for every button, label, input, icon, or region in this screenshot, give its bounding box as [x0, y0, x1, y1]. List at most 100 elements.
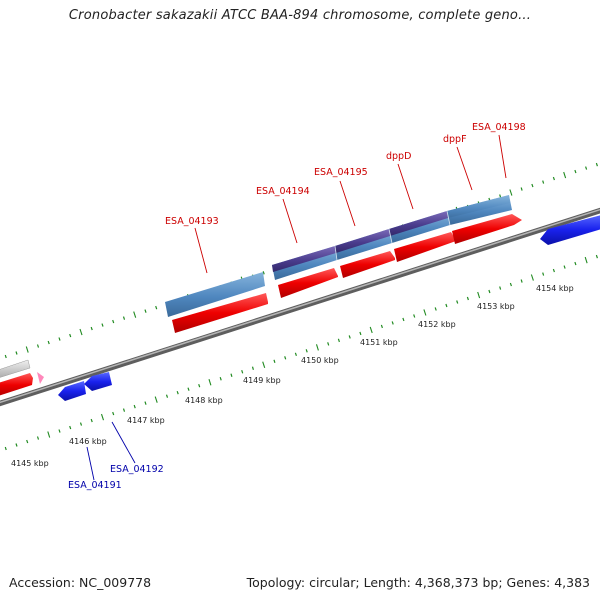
- minor-tick: [413, 314, 416, 318]
- major-tick: [369, 326, 373, 334]
- lower-dotted-track: [4, 254, 598, 451]
- cds-esa-04194[interactable]: [278, 268, 338, 298]
- gene-labels-forward: ESA_04193 ESA_04194 ESA_04195 dppD dppF …: [165, 122, 526, 227]
- minor-tick: [219, 377, 222, 381]
- minor-tick: [144, 309, 147, 313]
- minor-tick: [542, 272, 545, 276]
- label-esa-04192: ESA_04192: [110, 464, 164, 475]
- minor-tick: [4, 354, 7, 359]
- scale-label: 4153 kbp: [477, 302, 515, 311]
- major-tick: [47, 431, 51, 438]
- minor-tick: [466, 296, 469, 301]
- minor-tick: [327, 342, 330, 346]
- minor-tick: [595, 162, 598, 167]
- minor-tick: [305, 349, 308, 353]
- cds-forward-track: [172, 214, 522, 333]
- minor-tick: [531, 183, 534, 188]
- cds-dppf[interactable]: [452, 214, 522, 244]
- cds-reverse-track: [58, 214, 600, 401]
- label-esa-04194: ESA_04194: [256, 186, 310, 197]
- minor-tick: [112, 411, 115, 416]
- major-tick: [208, 379, 212, 386]
- minor-tick: [58, 429, 61, 433]
- minor-tick: [122, 408, 126, 412]
- minor-tick: [79, 422, 83, 426]
- label-esa-04193: ESA_04193: [165, 216, 219, 227]
- minor-tick: [241, 370, 244, 374]
- minor-tick: [563, 265, 566, 269]
- major-tick: [154, 396, 158, 403]
- minor-tick: [542, 180, 545, 184]
- cds-esa-04192[interactable]: [84, 372, 112, 391]
- minor-tick: [520, 187, 523, 191]
- major-tick: [315, 344, 319, 351]
- major-tick: [477, 291, 481, 299]
- scale-label: 4154 kbp: [536, 284, 574, 293]
- major-tick: [133, 311, 137, 318]
- minor-tick: [198, 384, 201, 388]
- minor-tick: [251, 366, 254, 370]
- cds-esa-04195[interactable]: [340, 251, 395, 278]
- minor-tick: [4, 446, 7, 451]
- scale-label: 4149 kbp: [243, 376, 281, 385]
- minor-tick: [585, 166, 588, 170]
- major-tick: [423, 309, 427, 316]
- minor-tick: [176, 391, 179, 395]
- scale-label: 4147 kbp: [127, 416, 165, 425]
- pink-marker: [37, 372, 44, 384]
- minor-tick: [15, 351, 18, 355]
- minor-tick: [380, 324, 383, 329]
- minor-tick: [434, 307, 437, 311]
- minor-tick: [262, 271, 265, 275]
- minor-tick: [69, 425, 72, 430]
- scale-label: 4146 kbp: [69, 437, 107, 446]
- minor-tick: [294, 352, 297, 356]
- scale-label: 4148 kbp: [185, 396, 223, 405]
- cds-dppd[interactable]: [394, 232, 456, 262]
- minor-tick: [359, 331, 362, 336]
- accession-text: Accession: NC_009778: [9, 575, 152, 590]
- gene-esa-04193[interactable]: [165, 272, 265, 317]
- topology-summary: Topology: circular; Length: 4,368,373 bp…: [246, 575, 590, 590]
- minor-tick: [348, 335, 351, 339]
- callout-lines: [86, 134, 507, 481]
- scale-labels: 4145 kbp 4146 kbp 4147 kbp 4148 kbp 4149…: [11, 284, 574, 468]
- scale-label: 4150 kbp: [301, 356, 339, 365]
- minor-tick: [90, 418, 93, 423]
- chromosome-backbone: [0, 207, 600, 407]
- minor-tick: [112, 319, 115, 324]
- map-title: Cronobacter sakazakii ATCC BAA-894 chrom…: [68, 8, 532, 23]
- major-tick: [509, 189, 513, 196]
- cds-esa-04193[interactable]: [172, 293, 268, 333]
- minor-tick: [595, 254, 598, 259]
- partial-gray-feature[interactable]: [0, 359, 31, 379]
- minor-tick: [58, 337, 61, 341]
- minor-tick: [47, 340, 50, 345]
- scale-label: 4145 kbp: [11, 459, 49, 468]
- minor-tick: [15, 443, 18, 447]
- major-tick: [25, 346, 29, 353]
- label-esa-04191: ESA_04191: [68, 480, 122, 491]
- partial-red-feature[interactable]: [0, 373, 33, 397]
- minor-tick: [165, 394, 169, 398]
- minor-tick: [36, 436, 40, 440]
- major-tick: [79, 328, 83, 336]
- cds-partial-right[interactable]: [540, 214, 600, 245]
- minor-tick: [155, 305, 158, 310]
- minor-tick: [499, 194, 502, 198]
- scale-label: 4151 kbp: [360, 338, 398, 347]
- major-tick: [100, 413, 105, 421]
- minor-tick: [552, 176, 555, 181]
- cds-esa-04191[interactable]: [58, 381, 86, 401]
- minor-tick: [230, 373, 233, 377]
- minor-tick: [187, 387, 190, 391]
- minor-tick: [144, 401, 147, 405]
- minor-tick: [273, 359, 276, 363]
- minor-tick: [101, 323, 104, 327]
- label-dppf: dppF: [443, 134, 467, 145]
- minor-tick: [337, 338, 340, 343]
- minor-tick: [69, 333, 72, 338]
- minor-tick: [552, 268, 555, 273]
- minor-tick: [509, 282, 512, 287]
